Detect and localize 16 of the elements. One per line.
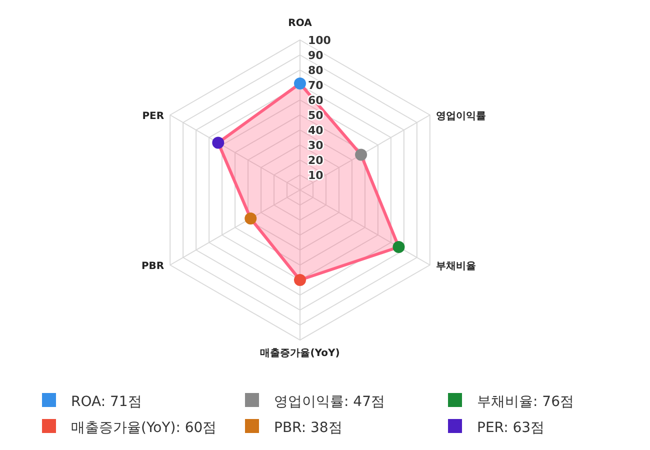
spoke-label: PBR (141, 261, 164, 272)
y-tick-label: 70 (308, 79, 324, 92)
spoke-label: ROA (288, 18, 312, 29)
y-tick-label: 10 (308, 169, 324, 182)
y-tick-label: 30 (308, 139, 324, 152)
y-tick-label: 60 (308, 94, 324, 107)
y-tick-label: 20 (308, 154, 324, 167)
spoke-label: 부채비율 (436, 261, 476, 272)
y-tick-label: 40 (308, 124, 324, 137)
y-tick-label: 50 (308, 109, 324, 122)
y-tick-label: 80 (308, 64, 324, 77)
spoke-label: 매출증가율(YoY) (260, 348, 340, 359)
spoke-label: 영업이익률 (436, 111, 486, 122)
y-tick-label: 90 (308, 49, 324, 62)
spoke-label: PER (142, 111, 164, 122)
y-tick-label: 100 (308, 34, 332, 47)
